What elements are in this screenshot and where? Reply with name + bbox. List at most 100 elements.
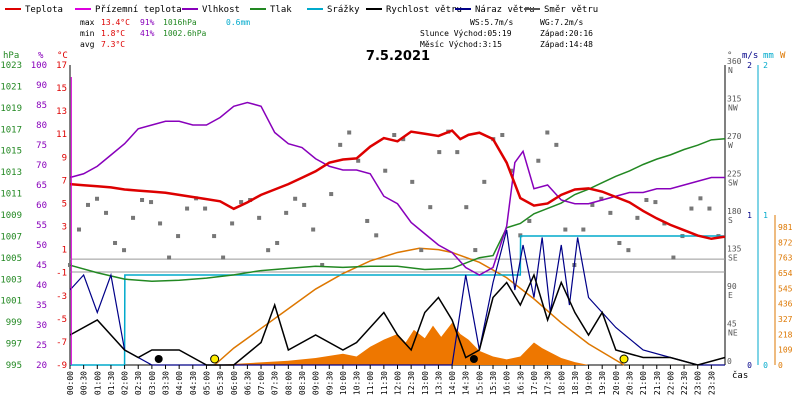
pct-tick: 60 (36, 201, 47, 211)
dir-deg-tick: 180 (727, 207, 742, 216)
x-tick-label: 18:30 (571, 371, 580, 395)
wind-direction-mark (437, 150, 442, 155)
sun-rise: Slunce Východ:05:19 (420, 29, 512, 38)
axis-title-time: čas (732, 370, 748, 381)
wind-direction-mark (419, 248, 424, 253)
plot-area (68, 77, 726, 366)
pct-tick: 65 (36, 181, 47, 191)
x-tick-label: 06:00 (230, 371, 239, 395)
wind-direction-mark (644, 198, 649, 203)
wind-direction-mark (221, 255, 226, 260)
x-tick-label: 17:00 (530, 371, 539, 395)
temperature-line (69, 129, 726, 241)
ms-tick: 1 (747, 211, 752, 220)
gust-line (69, 229, 725, 366)
ms-tick: 0 (747, 361, 752, 370)
pct-tick: 25 (36, 341, 47, 351)
x-tick-label: 19:00 (585, 371, 594, 395)
wind-direction-mark (401, 137, 406, 142)
x-tick-label: 22:30 (680, 371, 689, 395)
wind-direction-mark (95, 196, 100, 201)
wind-direction-mark (536, 158, 541, 163)
wind-direction-mark (464, 205, 469, 210)
hpa-tick: 1023 (0, 61, 22, 71)
legend-label-7: Směr větru (544, 5, 598, 15)
legend-label-3: Tlak (270, 5, 292, 15)
stat-max-label: max (80, 18, 95, 27)
legend-label-2: Vlhkost (202, 5, 240, 15)
x-tick-label: 15:30 (489, 371, 498, 395)
x-tick-label: 05:00 (202, 371, 211, 395)
temp-tick: -3 (56, 292, 67, 302)
stat-max-temp: 13.4°C (101, 18, 130, 27)
w-tick: 981 (778, 223, 793, 232)
wind-direction-mark (176, 234, 181, 239)
w-tick: 436 (778, 300, 793, 309)
dir-deg-tick: 225 (727, 170, 742, 179)
x-tick-label: 16:00 (503, 371, 512, 395)
w-tick: 109 (778, 346, 793, 355)
sun-set: Západ:20:16 (540, 29, 593, 38)
x-tick-label: 08:00 (284, 371, 293, 395)
stat-min-press: 1002.6hPa (163, 29, 207, 38)
hpa-tick: 999 (6, 318, 22, 328)
wind-direction-mark (590, 202, 595, 207)
hpa-tick: 1007 (0, 232, 22, 242)
dir-lab-tick: SE (728, 254, 738, 263)
temp-tick: 9 (62, 153, 67, 163)
hpa-tick: 997 (6, 340, 22, 350)
axis-title-deg: ° (727, 51, 732, 61)
dir-deg-tick: 90 (727, 282, 737, 291)
dir-deg-tick: 0 (727, 357, 732, 366)
axis-title-temp: °C (57, 51, 68, 61)
wind-direction-mark (689, 206, 694, 211)
pressure-line (69, 138, 726, 283)
x-tick-label: 09:30 (325, 371, 334, 395)
wind-direction-mark (230, 221, 235, 226)
x-tick-label: 21:30 (653, 371, 662, 395)
x-tick-label: 04:00 (175, 371, 184, 395)
wind-direction-mark (338, 142, 343, 147)
stat-min-label: min (80, 29, 95, 38)
axis-title-ms: m/s (742, 51, 758, 61)
dir-lab-tick: NE (728, 329, 738, 338)
x-tick-label: 10:00 (339, 371, 348, 395)
x-tick-label: 00:00 (66, 371, 75, 395)
wind-direction-mark (626, 248, 631, 253)
w-tick: 218 (778, 330, 793, 339)
wind-direction-mark (257, 215, 262, 220)
w-tick: 763 (778, 254, 793, 263)
rain-line (70, 235, 725, 366)
temp-tick: -5 (56, 315, 67, 325)
legend-label-5: Rychlost větru (386, 5, 462, 15)
wind-direction-mark (662, 221, 667, 226)
dir-lab-tick: E (728, 291, 733, 300)
stat-avg-temp: 7.3°C (101, 40, 125, 49)
x-tick-label: 12:30 (407, 371, 416, 395)
sunrise-marker (210, 354, 220, 364)
wind-direction-mark (77, 227, 82, 232)
dir-deg-tick: 270 (727, 132, 742, 141)
wind-direction-mark (365, 218, 370, 223)
w-tick: 0 (778, 361, 783, 370)
hpa-tick: 1013 (0, 168, 22, 178)
temp-tick: 3 (62, 223, 67, 233)
wind-direction-mark (482, 179, 487, 184)
x-tick-label: 07:30 (271, 371, 280, 395)
x-tick-label: 13:30 (434, 371, 443, 395)
x-tick-label: 22:00 (666, 371, 675, 395)
stat-min-hum: 41% (140, 29, 155, 38)
wind-direction-mark (653, 200, 658, 205)
x-tick-label: 05:30 (216, 371, 225, 395)
axis-titles: hPa % °C ° m/s mm W čas (3, 51, 786, 381)
pct-tick: 45 (36, 261, 47, 271)
moon-set: Západ:14:48 (540, 40, 593, 49)
wind-direction-mark (563, 227, 568, 232)
ms-tick: 2 (747, 61, 752, 70)
pct-tick: 85 (36, 101, 47, 111)
wind-direction-mark (266, 248, 271, 253)
mm-tick: 2 (763, 61, 768, 70)
dir-deg-tick: 315 (727, 95, 742, 104)
dir-lab-tick: NW (728, 104, 738, 113)
